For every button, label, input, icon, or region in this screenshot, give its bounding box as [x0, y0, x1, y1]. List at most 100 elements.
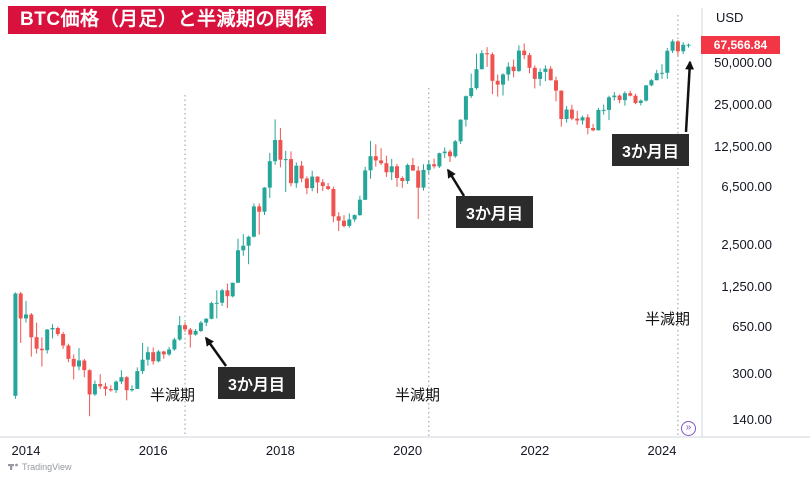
candle-body [331, 189, 336, 217]
candle-body [204, 318, 209, 323]
candle-body [140, 359, 145, 372]
tradingview-logo-text: TradingView [22, 461, 72, 472]
price-tick-label: 12,500.00 [714, 139, 772, 155]
candle-body [479, 53, 484, 70]
candle-body [522, 50, 527, 56]
candle-body [622, 93, 627, 101]
month3-callout-2016: 3か月目 [218, 367, 295, 399]
candle-body [628, 93, 633, 96]
candle-body [559, 90, 564, 119]
candle-body [665, 50, 670, 73]
candle-body [501, 74, 505, 85]
candle-body [585, 117, 590, 128]
candle-body [654, 73, 659, 81]
candle-body [347, 219, 352, 226]
candle-body [82, 360, 87, 371]
candle-body [410, 165, 415, 171]
candle-body [686, 44, 691, 46]
candle-body [485, 53, 490, 55]
candle-body [601, 109, 606, 111]
price-tick-label: 25,000.00 [714, 97, 772, 113]
candle-body [384, 163, 389, 173]
candle-body [591, 128, 596, 131]
jump-to-latest-icon[interactable]: » [681, 421, 696, 436]
year-tick-label: 2018 [265, 443, 295, 458]
candle-body [426, 164, 431, 170]
candle-body [294, 165, 299, 184]
candle-body [92, 384, 97, 395]
candle-body [421, 169, 426, 188]
candle-body [267, 161, 272, 188]
candle-body [458, 119, 463, 142]
candle-body [18, 293, 23, 319]
candle-body [548, 68, 553, 81]
candle-body [304, 178, 309, 189]
candle-body [474, 69, 479, 89]
candle-body [50, 328, 55, 330]
price-tick-label: 2,500.00 [721, 237, 772, 253]
candle-body [246, 236, 251, 246]
candle-body [326, 186, 331, 189]
halving-label-2020: 半減期 [395, 387, 441, 404]
month3-callout-2024: 3か月目 [612, 134, 689, 166]
candle-body [644, 85, 649, 101]
candle-body [214, 302, 219, 304]
candle-body [448, 151, 452, 157]
candle-body [135, 371, 140, 389]
candle-body [273, 140, 278, 162]
candle-body [532, 67, 537, 79]
candle-body [55, 328, 60, 334]
candle-body [554, 80, 558, 91]
candle-body [543, 68, 548, 72]
candle-body [416, 170, 421, 188]
tradingview-logo[interactable]: TradingView [8, 461, 72, 472]
candle-body [262, 187, 267, 212]
page-title: BTC価格（月足）と半減期の関係 [8, 6, 327, 34]
candle-body [61, 334, 66, 346]
candle-body [379, 160, 384, 164]
candle-body [607, 97, 611, 110]
candle-body [283, 159, 288, 161]
candle-body [145, 352, 150, 360]
candle-body [395, 166, 399, 178]
candle-body [363, 170, 368, 200]
candle-body [236, 250, 240, 283]
price-tick-label: 650.00 [732, 319, 772, 335]
candle-body [633, 95, 638, 103]
candle-body [29, 314, 34, 338]
candle-body [167, 349, 172, 355]
halving-label-2024: 半減期 [645, 311, 691, 328]
candle-body [617, 95, 622, 100]
candle-body [352, 215, 357, 220]
candle-body [442, 151, 447, 154]
candle-body [77, 360, 81, 367]
candle-body [209, 303, 214, 319]
candle-body [71, 358, 76, 367]
candle-body [538, 71, 543, 79]
candle-body [580, 117, 585, 121]
price-tick-label: 1,250.00 [721, 279, 772, 295]
candle-body [124, 377, 129, 391]
arrow-to-2024-month3 [684, 60, 695, 133]
candle-body [490, 54, 495, 81]
candle-body [342, 220, 346, 226]
candle-body [39, 348, 44, 351]
year-tick-label: 2024 [647, 443, 677, 458]
candle-body [357, 199, 362, 216]
currency-label: USD [716, 10, 744, 25]
candle-body [299, 165, 304, 179]
last-price-badge: 67,566.84 [701, 35, 780, 54]
candle-body [119, 377, 124, 382]
candle-body [368, 156, 373, 171]
candle-body [177, 325, 182, 340]
candle-body [289, 159, 293, 184]
candle-body [405, 165, 410, 181]
candle-body [681, 44, 686, 52]
candle-body [161, 351, 166, 355]
candle-body [453, 141, 458, 157]
halving-lines-layer [184, 15, 679, 437]
candle-body [193, 331, 198, 335]
candle-body [198, 322, 203, 331]
